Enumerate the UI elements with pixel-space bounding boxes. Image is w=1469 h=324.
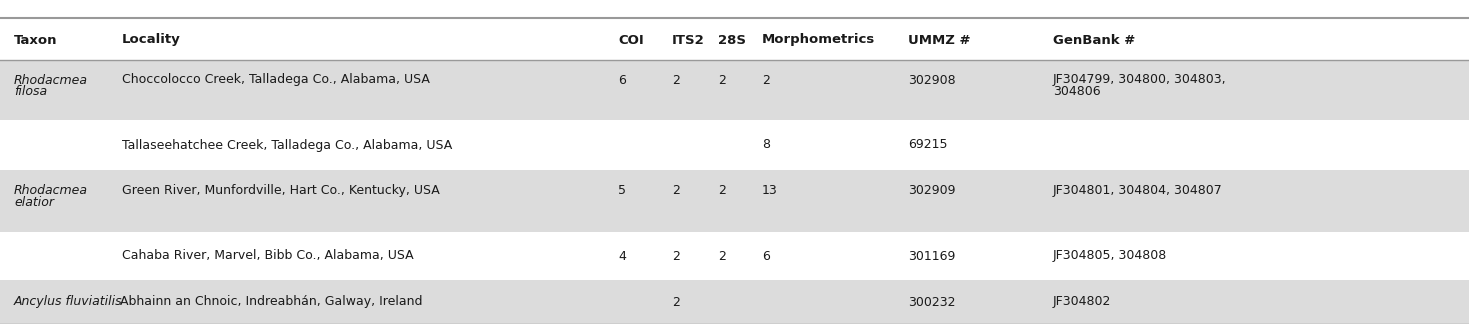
Text: 5: 5 [618, 183, 626, 196]
Text: 6: 6 [762, 249, 770, 262]
Text: 28S: 28S [718, 33, 746, 47]
Text: JF304799, 304800, 304803,: JF304799, 304800, 304803, [1053, 74, 1227, 87]
Bar [0, 232, 1469, 280]
Text: Tallaseehatchee Creek, Talladega Co., Alabama, USA: Tallaseehatchee Creek, Talladega Co., Al… [122, 138, 452, 152]
Text: Ancylus fluviatilis: Ancylus fluviatilis [15, 295, 122, 308]
Text: COI: COI [618, 33, 643, 47]
Text: 2: 2 [718, 183, 726, 196]
Text: Green River, Munfordville, Hart Co., Kentucky, USA: Green River, Munfordville, Hart Co., Ken… [122, 183, 439, 196]
Text: 302909: 302909 [908, 183, 955, 196]
Text: 302908: 302908 [908, 74, 956, 87]
Text: JF304805, 304808: JF304805, 304808 [1053, 249, 1168, 262]
Text: Taxon: Taxon [15, 33, 57, 47]
Text: 2: 2 [718, 249, 726, 262]
Text: Cahaba River, Marvel, Bibb Co., Alabama, USA: Cahaba River, Marvel, Bibb Co., Alabama,… [122, 249, 414, 262]
Text: GenBank #: GenBank # [1053, 33, 1136, 47]
Text: 2: 2 [671, 295, 680, 308]
Text: 4: 4 [618, 249, 626, 262]
Text: ITS2: ITS2 [671, 33, 705, 47]
Text: elatior: elatior [15, 195, 54, 209]
Bar [0, 170, 1469, 232]
Text: 300232: 300232 [908, 295, 955, 308]
Text: 2: 2 [671, 74, 680, 87]
Text: 8: 8 [762, 138, 770, 152]
Text: 2: 2 [671, 249, 680, 262]
Text: 6: 6 [618, 74, 626, 87]
Bar [0, 120, 1469, 170]
Text: 2: 2 [762, 74, 770, 87]
Text: 2: 2 [718, 74, 726, 87]
Text: Rhodacmea: Rhodacmea [15, 183, 88, 196]
Text: UMMZ #: UMMZ # [908, 33, 971, 47]
Text: 304806: 304806 [1053, 86, 1100, 98]
Text: JF304802: JF304802 [1053, 295, 1112, 308]
Text: Rhodacmea: Rhodacmea [15, 74, 88, 87]
Bar [0, 60, 1469, 120]
Text: Locality: Locality [122, 33, 181, 47]
Text: 301169: 301169 [908, 249, 955, 262]
Text: Choccolocco Creek, Talladega Co., Alabama, USA: Choccolocco Creek, Talladega Co., Alabam… [122, 74, 430, 87]
Text: filosa: filosa [15, 86, 47, 98]
Text: JF304801, 304804, 304807: JF304801, 304804, 304807 [1053, 183, 1222, 196]
Text: 13: 13 [762, 183, 777, 196]
Text: Abhainn an Chnoic, Indreabhán, Galway, Ireland: Abhainn an Chnoic, Indreabhán, Galway, I… [120, 295, 423, 308]
Text: Morphometrics: Morphometrics [762, 33, 876, 47]
Text: 69215: 69215 [908, 138, 948, 152]
Text: 2: 2 [671, 183, 680, 196]
Bar [0, 280, 1469, 324]
